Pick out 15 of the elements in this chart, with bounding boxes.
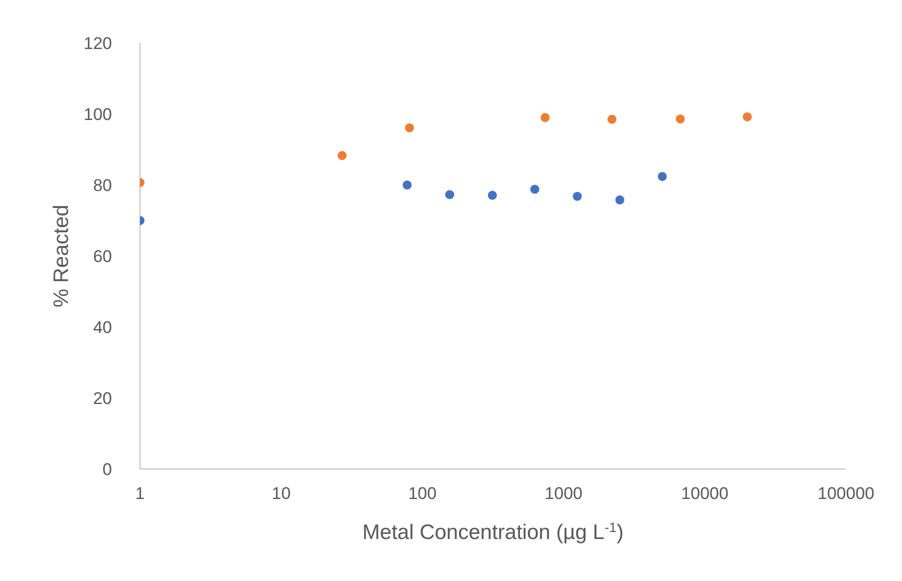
- y-tick-label: 40: [93, 318, 112, 338]
- y-tick-label: 20: [93, 389, 112, 408]
- x-tick-label: 1000: [544, 484, 583, 504]
- y-tick-label: 120: [84, 34, 112, 54]
- y-tick-label: 0: [102, 460, 112, 480]
- x-axis-title: Metal Concentration (µg L$^{-1}$): [362, 520, 624, 544]
- x-tick-label: 1: [135, 484, 145, 504]
- y-tick-label: 60: [93, 247, 112, 266]
- x-tick-label: 100000: [818, 484, 874, 504]
- y-tick-label: 80: [93, 176, 112, 196]
- x-tick-label: 10: [272, 484, 291, 504]
- y-axis-title: % Reacted: [50, 204, 73, 308]
- x-tick-label: 100: [408, 484, 437, 504]
- y-tick-label: 100: [84, 105, 112, 124]
- x-tick-label: 10000: [681, 484, 728, 504]
